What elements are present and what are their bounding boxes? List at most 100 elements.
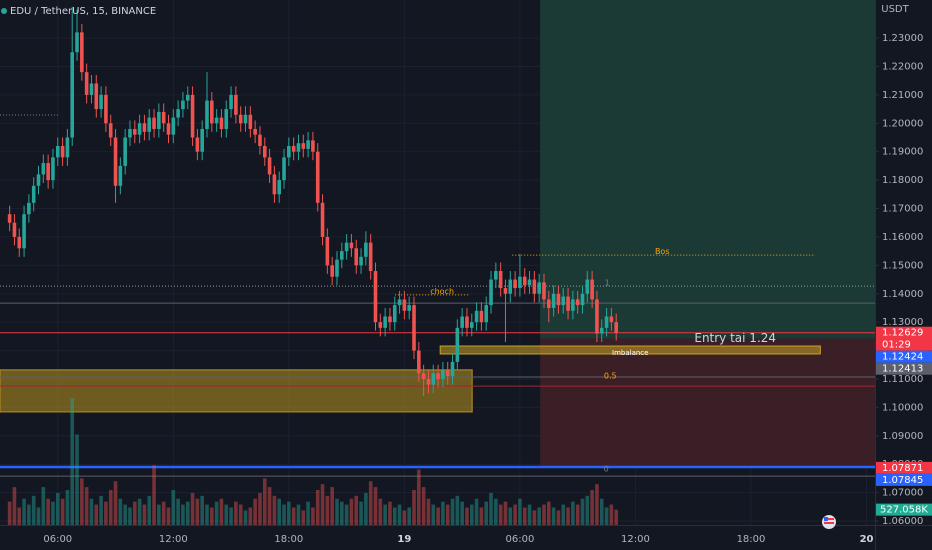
volume-bar [498,504,503,525]
candle-body [55,146,60,158]
candle-body [210,100,214,124]
candle-body [479,310,484,323]
volume-bar [12,487,17,525]
volume-bar [277,498,282,525]
candle-body [532,279,537,294]
volume-bar [238,504,243,525]
volume-bar [41,487,46,525]
volume-bar [51,501,55,525]
candle-body [301,143,306,149]
profit-zone [540,0,875,339]
candle-body [503,288,508,294]
candle-body [330,265,334,277]
x-tick-label: 12:00 [159,534,188,545]
volume-bar [479,507,484,525]
candle-body [383,316,387,328]
volume-bar [84,487,89,525]
candle-body [262,146,267,158]
volume-bar [344,504,349,525]
candle-body [190,94,195,138]
volume-bar [214,501,219,525]
volume-bar [397,504,402,525]
y-tick-label: 1.06000 [882,516,923,527]
volume-bar [556,510,561,525]
volume-bar [181,504,185,525]
candle-body [489,279,493,306]
candle-body [436,373,440,379]
volume-bar [195,498,200,525]
candle-body [99,94,103,110]
volume-bar [311,507,315,525]
candle-body [171,117,176,135]
volume-bar [104,501,108,525]
flag-stripe [824,518,834,520]
candle-body [27,202,31,215]
annotation: 1 [605,279,610,288]
loss-zone [540,338,875,468]
volume-bar [590,490,594,525]
volume-bar [330,487,334,525]
price-tag-label: 1.07871 [882,463,923,474]
volume-bar [364,492,368,525]
volume-bar [320,484,325,525]
candle-body [157,111,161,129]
candle-body [547,299,551,308]
volume-bar [166,507,171,525]
candle-body [185,94,190,101]
candle-body [417,350,421,374]
volume-bar [580,498,585,525]
y-tick-label: 1.18000 [882,175,923,186]
volume-tag [876,503,932,516]
y-tick-label: 1.14000 [882,289,923,300]
x-tick-label: 19 [397,534,411,545]
volume-bar [27,504,31,525]
volume-bar [561,504,566,525]
candle-body [166,123,171,135]
volume-bar [455,495,460,525]
candle-body [561,296,566,306]
price-tag [876,350,932,363]
annotation: 0 [604,464,609,473]
volume-bar [296,504,301,525]
candle-body [296,143,301,152]
volume-bar [229,507,233,525]
candle-body [80,32,84,73]
x-tick-label: 18:00 [274,534,303,545]
candle-body [373,271,378,323]
volume-bar [368,481,373,525]
volume-bar [421,487,426,525]
candle-body [508,279,513,294]
candle-body [258,134,262,147]
volume-bar [161,501,166,525]
volume-bar [508,507,513,525]
volume-bar [65,490,70,525]
volume-bar [210,507,214,525]
candle-body [368,242,373,272]
candle-body [431,373,436,385]
volume-bar [474,498,479,525]
volume-bar [436,507,440,525]
candle-body [585,279,590,294]
candle-body [181,100,185,110]
candle-body [253,128,257,135]
volume-bar [335,498,339,525]
volume-bar [108,490,113,525]
flag-icon[interactable] [822,515,836,529]
volume-bar [219,498,224,525]
y-tick-label: 1.10000 [882,402,923,413]
candle-body [205,100,209,129]
candle-body [450,361,455,377]
volume-bar [354,495,359,525]
zone-label: Imbalance [612,349,648,357]
candle-body [378,322,383,328]
candle-body [46,163,50,181]
candle-body [518,276,522,289]
volume-bar [123,504,127,525]
y-tick-label: 1.20000 [882,118,923,129]
candle-body [272,174,277,195]
volume-bar [383,504,387,525]
candle-body [354,248,359,266]
volume-bar [513,504,517,525]
volume-bar [205,504,209,525]
volume-bar [388,501,392,525]
